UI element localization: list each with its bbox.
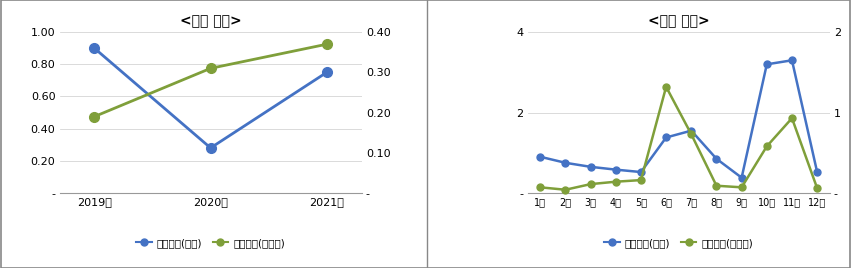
Title: <월별 추이>: <월별 추이> [648, 14, 710, 28]
Legend: 뉴스비중(주축), 트윗비중(보조축): 뉴스비중(주축), 트윗비중(보조축) [600, 233, 757, 252]
Title: <연간 추이>: <연간 추이> [180, 14, 242, 28]
Legend: 뉴스비중(주축), 트윗비중(보조축): 뉴스비중(주축), 트윗비중(보조축) [132, 233, 289, 252]
